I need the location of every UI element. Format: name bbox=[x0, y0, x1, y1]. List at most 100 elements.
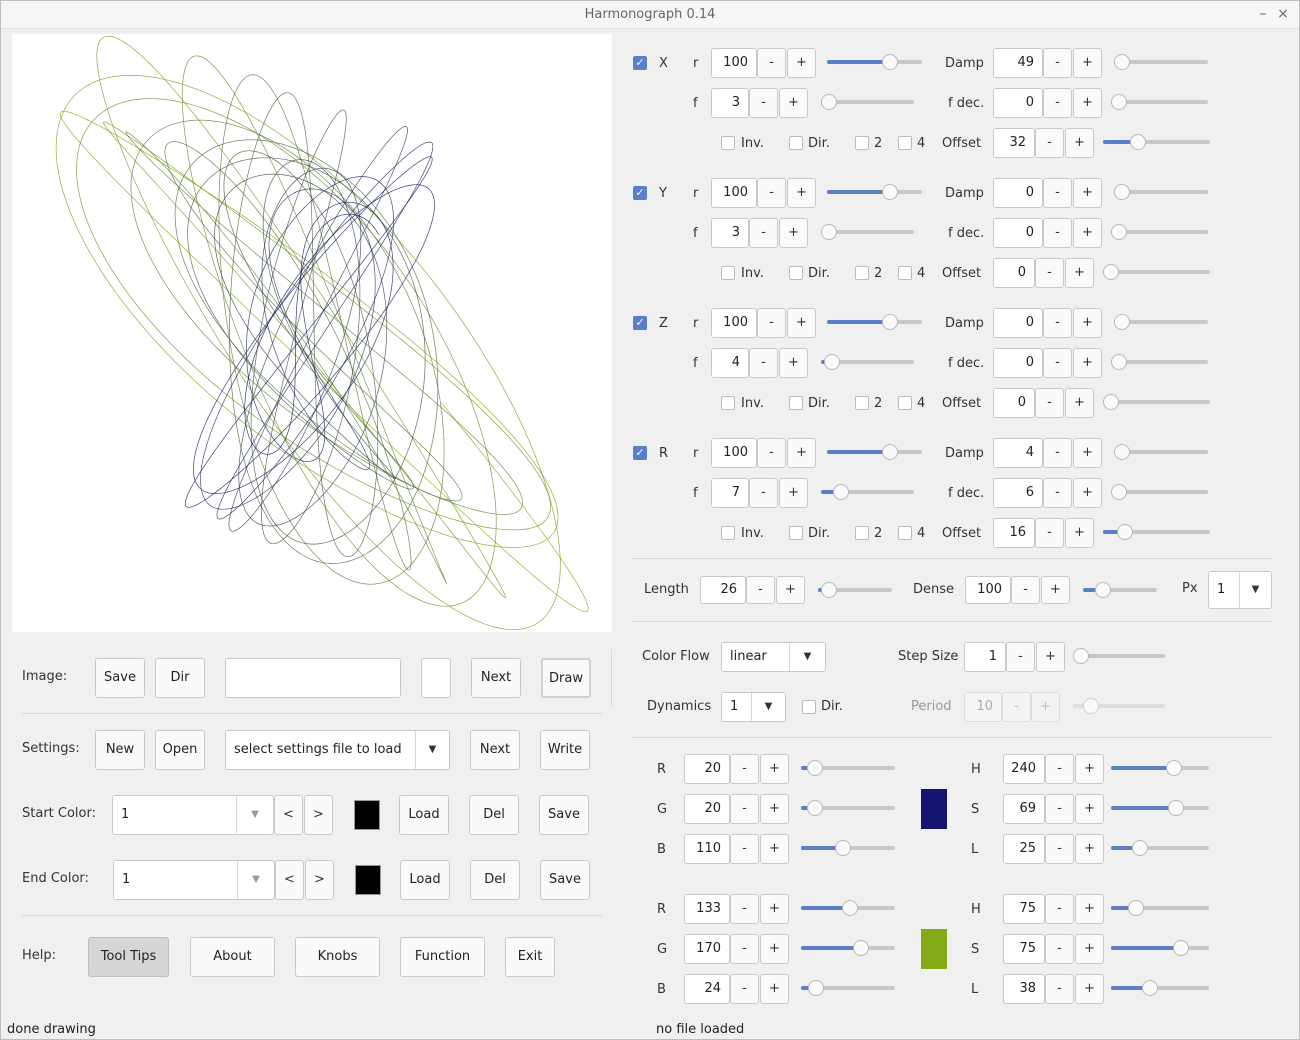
axis-r-offset-decrement-button[interactable]: - bbox=[1035, 518, 1064, 548]
start-color-del-button[interactable]: Del bbox=[469, 795, 519, 835]
axis-z-offset-decrement-button[interactable]: - bbox=[1035, 388, 1064, 418]
dense-decrement-button[interactable]: - bbox=[1011, 576, 1040, 604]
end-color-b-slider[interactable] bbox=[801, 978, 895, 998]
slider-handle[interactable] bbox=[882, 184, 898, 200]
axis-z-r-slider[interactable] bbox=[827, 312, 922, 332]
slider-handle[interactable] bbox=[882, 444, 898, 460]
settings-open-button[interactable]: Open bbox=[155, 730, 205, 770]
axis-y-f-increment-button[interactable]: + bbox=[779, 218, 808, 248]
axis-z-enable-checkbox[interactable]: ✓ bbox=[633, 316, 647, 330]
axis-z-f-input[interactable]: 4 bbox=[711, 348, 749, 378]
image-dir-button[interactable]: Dir bbox=[155, 658, 205, 698]
axis-y-two-checkbox[interactable] bbox=[855, 266, 869, 280]
end-color-l-input[interactable]: 38 bbox=[1003, 974, 1045, 1004]
axis-y-r-increment-button[interactable]: + bbox=[787, 178, 816, 208]
axis-x-offset-slider[interactable] bbox=[1103, 132, 1210, 152]
axis-r-two-checkbox[interactable] bbox=[855, 526, 869, 540]
axis-y-offset-increment-button[interactable]: + bbox=[1065, 258, 1094, 288]
axis-r-damp-increment-button[interactable]: + bbox=[1073, 438, 1102, 468]
start-color-h-slider[interactable] bbox=[1111, 758, 1209, 778]
axis-y-fdec-decrement-button[interactable]: - bbox=[1043, 218, 1072, 248]
start-color-r-increment-button[interactable]: + bbox=[760, 754, 789, 784]
end-color-b-input[interactable]: 24 bbox=[684, 974, 730, 1004]
slider-handle[interactable] bbox=[1130, 134, 1146, 150]
image-index-field[interactable] bbox=[421, 658, 451, 698]
axis-y-f-slider[interactable] bbox=[821, 222, 914, 242]
axis-y-offset-slider[interactable] bbox=[1103, 262, 1210, 282]
slider-handle[interactable] bbox=[1111, 94, 1127, 110]
end-color-s-increment-button[interactable]: + bbox=[1075, 934, 1104, 964]
start-color-b-increment-button[interactable]: + bbox=[760, 834, 789, 864]
slider-handle[interactable] bbox=[1111, 484, 1127, 500]
end-color-next-button[interactable]: > bbox=[305, 860, 334, 900]
length-decrement-button[interactable]: - bbox=[746, 576, 775, 604]
start-color-r-input[interactable]: 20 bbox=[684, 754, 730, 784]
end-color-load-button[interactable]: Load bbox=[400, 860, 450, 900]
exit-button[interactable]: Exit bbox=[505, 937, 555, 977]
slider-handle[interactable] bbox=[1111, 354, 1127, 370]
axis-z-damp-input[interactable]: 0 bbox=[993, 308, 1043, 338]
start-color-g-increment-button[interactable]: + bbox=[760, 794, 789, 824]
slider-handle[interactable] bbox=[1132, 840, 1148, 856]
about-button[interactable]: About bbox=[190, 937, 275, 977]
slider-handle[interactable] bbox=[882, 54, 898, 70]
axis-x-fdec-increment-button[interactable]: + bbox=[1073, 88, 1102, 118]
axis-z-fdec-slider[interactable] bbox=[1111, 352, 1208, 372]
axis-x-two-checkbox[interactable] bbox=[855, 136, 869, 150]
slider-handle[interactable] bbox=[1114, 184, 1130, 200]
chevron-down-icon[interactable]: ▼ bbox=[236, 796, 273, 834]
axis-y-damp-increment-button[interactable]: + bbox=[1073, 178, 1102, 208]
axis-r-damp-input[interactable]: 4 bbox=[993, 438, 1043, 468]
start-color-h-decrement-button[interactable]: - bbox=[1045, 754, 1074, 784]
axis-x-inv-checkbox[interactable] bbox=[721, 136, 735, 150]
settings-file-select[interactable]: select settings file to load ▼ bbox=[225, 730, 450, 770]
slider-handle[interactable] bbox=[807, 800, 823, 816]
start-color-h-input[interactable]: 240 bbox=[1003, 754, 1045, 784]
axis-y-four-checkbox[interactable] bbox=[898, 266, 912, 280]
dense-slider-knob[interactable] bbox=[1083, 580, 1157, 600]
end-color-h-increment-button[interactable]: + bbox=[1075, 894, 1104, 924]
slider-handle[interactable] bbox=[842, 900, 858, 916]
end-color-r-decrement-button[interactable]: - bbox=[730, 894, 759, 924]
start-color-next-button[interactable]: > bbox=[304, 795, 333, 835]
length-increment-button[interactable]: + bbox=[776, 576, 805, 604]
slider-handle[interactable] bbox=[1073, 648, 1089, 664]
slider-handle[interactable] bbox=[808, 980, 824, 996]
slider-handle[interactable] bbox=[1111, 224, 1127, 240]
px-select[interactable]: 1 ▼ bbox=[1208, 571, 1272, 609]
axis-r-inv-checkbox[interactable] bbox=[721, 526, 735, 540]
axis-x-damp-input[interactable]: 49 bbox=[993, 48, 1043, 78]
axis-y-damp-decrement-button[interactable]: - bbox=[1043, 178, 1072, 208]
length-slider-knob[interactable] bbox=[818, 580, 892, 600]
slider-handle[interactable] bbox=[1114, 54, 1130, 70]
start-color-l-input[interactable]: 25 bbox=[1003, 834, 1045, 864]
end-color-l-increment-button[interactable]: + bbox=[1075, 974, 1104, 1004]
axis-x-fdec-input[interactable]: 0 bbox=[993, 88, 1043, 118]
chevron-down-icon[interactable]: ▼ bbox=[751, 693, 785, 721]
axis-r-offset-input[interactable]: 16 bbox=[993, 518, 1035, 548]
axis-y-f-decrement-button[interactable]: - bbox=[749, 218, 778, 248]
axis-r-fdec-slider[interactable] bbox=[1111, 482, 1208, 502]
slider-handle[interactable] bbox=[833, 484, 849, 500]
axis-y-offset-input[interactable]: 0 bbox=[993, 258, 1035, 288]
axis-x-r-decrement-button[interactable]: - bbox=[757, 48, 786, 78]
axis-x-four-checkbox[interactable] bbox=[898, 136, 912, 150]
end-color-l-slider[interactable] bbox=[1111, 978, 1209, 998]
axis-z-two-checkbox[interactable] bbox=[855, 396, 869, 410]
minimize-icon[interactable]: – bbox=[1259, 6, 1267, 22]
chevron-down-icon[interactable]: ▼ bbox=[415, 731, 449, 769]
end-color-b-decrement-button[interactable]: - bbox=[730, 974, 759, 1004]
slider-handle[interactable] bbox=[1166, 760, 1182, 776]
length-input[interactable]: 26 bbox=[700, 576, 746, 604]
axis-x-offset-increment-button[interactable]: + bbox=[1065, 128, 1094, 158]
axis-r-r-increment-button[interactable]: + bbox=[787, 438, 816, 468]
axis-z-four-checkbox[interactable] bbox=[898, 396, 912, 410]
axis-r-f-slider[interactable] bbox=[821, 482, 914, 502]
start-color-l-slider[interactable] bbox=[1111, 838, 1209, 858]
start-color-b-slider[interactable] bbox=[801, 838, 895, 858]
end-color-g-slider[interactable] bbox=[801, 938, 895, 958]
start-color-b-input[interactable]: 110 bbox=[684, 834, 730, 864]
chevron-down-icon[interactable]: ▼ bbox=[789, 643, 825, 671]
axis-y-offset-decrement-button[interactable]: - bbox=[1035, 258, 1064, 288]
axis-y-damp-slider[interactable] bbox=[1114, 182, 1208, 202]
